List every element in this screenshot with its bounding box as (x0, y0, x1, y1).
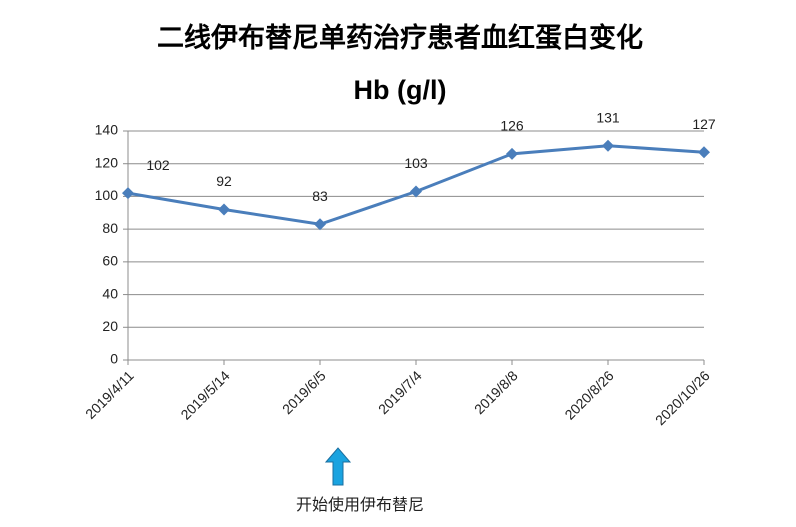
chart-subtitle: Hb (g/l) (354, 75, 447, 105)
y-tick-label: 20 (102, 318, 118, 334)
data-point (506, 147, 518, 160)
x-tick-label: 2019/8/8 (471, 367, 521, 417)
data-point (122, 187, 134, 200)
y-tick-label: 60 (102, 253, 118, 269)
x-tick-label: 2019/5/14 (177, 367, 233, 423)
data-label: 127 (692, 116, 716, 132)
data-point (314, 218, 326, 231)
x-tick-label: 2019/7/4 (375, 367, 425, 417)
x-tick-label: 2019/6/5 (279, 367, 329, 417)
data-point (218, 203, 230, 216)
x-tick-label: 2020/10/26 (652, 367, 713, 428)
y-tick-label: 80 (102, 220, 118, 236)
y-tick-label: 120 (95, 154, 119, 170)
chart-title: 二线伊布替尼单药治疗患者血红蛋白变化 (157, 22, 643, 53)
y-tick-label: 0 (110, 351, 118, 367)
annotation: 开始使用伊布替尼 (296, 496, 424, 514)
y-tick-label: 40 (102, 285, 118, 301)
data-label: 126 (500, 118, 524, 134)
x-tick-label: 2020/8/26 (561, 367, 617, 423)
arrow-icon (324, 447, 352, 486)
data-label: 83 (312, 188, 328, 204)
data-point (698, 146, 710, 159)
data-point (602, 139, 614, 152)
y-tick-label: 100 (95, 187, 119, 203)
data-label: 92 (216, 173, 232, 189)
data-label: 102 (146, 157, 170, 173)
data-label: 131 (596, 109, 620, 125)
data-point (410, 185, 422, 198)
y-tick-label: 140 (95, 122, 119, 138)
x-tick-label: 2019/4/11 (82, 367, 137, 422)
data-label: 103 (404, 155, 428, 171)
